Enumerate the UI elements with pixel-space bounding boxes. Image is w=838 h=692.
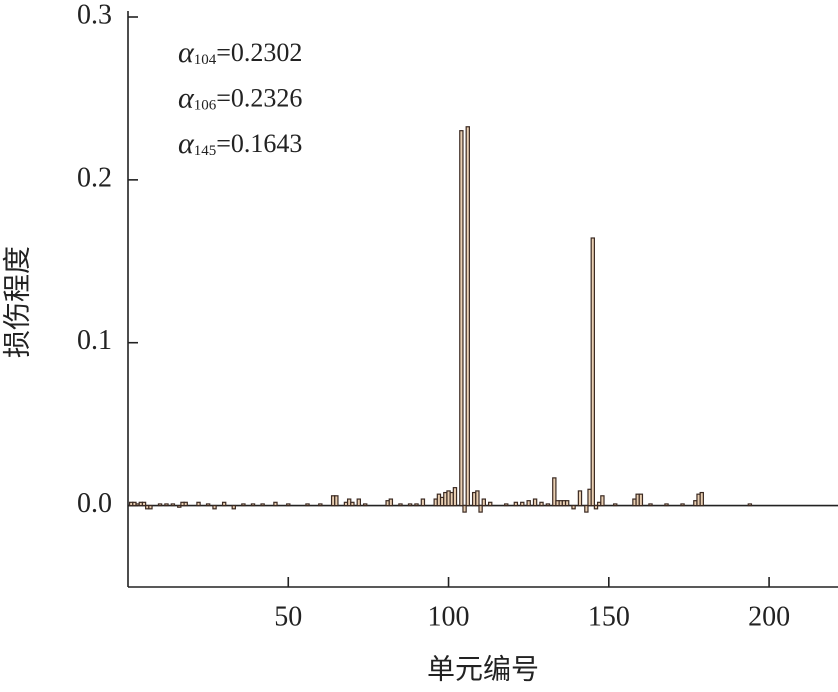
annotation-text: =0.1643 <box>216 129 302 158</box>
bar <box>407 503 413 507</box>
bar <box>504 503 509 507</box>
bar <box>305 503 310 507</box>
bar <box>462 504 467 513</box>
bar <box>350 501 355 507</box>
bar <box>488 501 493 507</box>
bar <box>452 487 458 507</box>
bar <box>420 498 426 507</box>
bar <box>164 503 169 507</box>
bar <box>414 503 419 507</box>
annotation: α104=0.2302 <box>178 36 302 69</box>
bar <box>680 503 685 507</box>
y-tick-label: 0.1 <box>77 325 112 356</box>
bar <box>212 504 217 510</box>
y-tick-label: 0.3 <box>77 0 112 30</box>
bar <box>475 490 480 507</box>
bar <box>539 501 544 507</box>
y-tick-label: 0.0 <box>77 488 112 519</box>
bar <box>231 504 236 510</box>
x-tick-label: 200 <box>748 601 790 632</box>
bar <box>532 498 538 507</box>
x-tick-label: 100 <box>428 601 470 632</box>
bar <box>459 130 464 507</box>
bar <box>465 126 470 507</box>
annotation-symbol: α <box>178 36 195 69</box>
y-tick-label: 0.2 <box>77 162 112 193</box>
annotation-text: =0.2302 <box>216 38 302 67</box>
annotation: α106=0.2326 <box>178 81 302 114</box>
x-tick-label: 50 <box>274 601 302 632</box>
annotation-symbol: α <box>178 81 195 114</box>
bar <box>638 493 644 507</box>
annotation-subscript: 104 <box>194 52 217 68</box>
bar <box>250 503 256 507</box>
bar <box>577 490 583 507</box>
bar <box>318 503 323 507</box>
y-axis-label: 损伤程度 <box>1 246 33 358</box>
bar <box>177 504 182 508</box>
bar <box>260 503 265 507</box>
bar <box>481 498 487 507</box>
bar <box>648 503 653 507</box>
x-tick-label: 150 <box>588 601 630 632</box>
bar <box>593 504 599 510</box>
bar <box>564 500 570 507</box>
bar <box>148 504 153 510</box>
annotation-subscript: 106 <box>194 98 217 114</box>
bar <box>183 501 188 507</box>
bar <box>196 501 201 507</box>
annotation: α145=0.1643 <box>178 127 302 160</box>
bar <box>613 503 618 507</box>
bar <box>513 501 519 507</box>
bar <box>584 504 589 513</box>
bar <box>552 477 557 507</box>
bar <box>600 495 605 507</box>
bar <box>664 503 669 507</box>
bar <box>170 503 176 507</box>
annotation-text: =0.2326 <box>216 83 302 112</box>
bar <box>157 503 163 507</box>
bar <box>141 501 147 507</box>
bar <box>590 237 595 507</box>
bar <box>241 503 246 507</box>
bar <box>362 503 368 507</box>
bar <box>747 503 753 507</box>
bar <box>526 500 531 507</box>
bar <box>478 504 483 513</box>
bar <box>545 503 551 507</box>
bar <box>273 501 278 507</box>
bar <box>205 503 211 507</box>
bar <box>334 495 339 507</box>
bar <box>286 503 291 507</box>
x-axis-label: 单元编号 <box>427 653 539 685</box>
bar <box>699 491 704 507</box>
bar <box>221 501 227 507</box>
bar <box>356 498 361 507</box>
annotation-symbol: α <box>178 127 195 160</box>
bar <box>398 503 403 507</box>
bar <box>520 501 525 507</box>
bar <box>571 504 576 510</box>
annotation-subscript: 145 <box>194 143 217 159</box>
bar <box>388 498 394 507</box>
